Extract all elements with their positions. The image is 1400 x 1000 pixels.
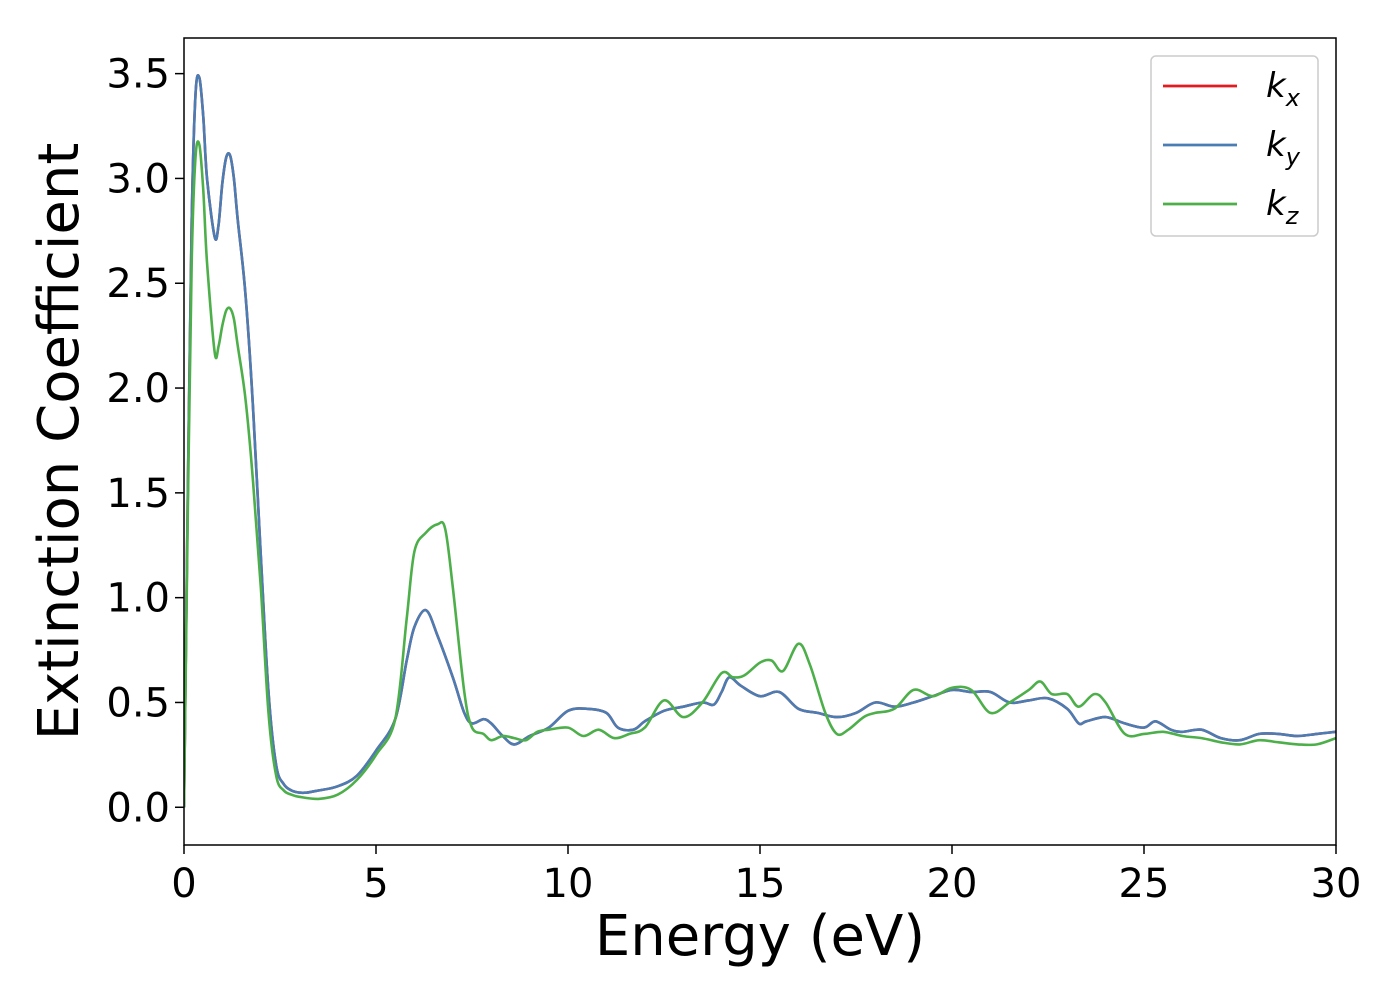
x-tick-label: 25	[1119, 861, 1170, 907]
x-tick-label: 5	[363, 861, 388, 907]
x-tick-label: 10	[543, 861, 594, 907]
y-tick-label: 3.0	[106, 156, 170, 202]
y-tick-label: 0.0	[106, 785, 170, 831]
x-tick-label: 20	[927, 861, 978, 907]
y-tick-label: 1.5	[106, 471, 170, 517]
x-tick-label: 15	[735, 861, 786, 907]
legend-item-kx: kx	[1163, 66, 1301, 112]
x-tick-label: 0	[171, 861, 196, 907]
legend-label-subscript: y	[1285, 143, 1301, 171]
y-axis-label: Extinction Coefficient	[27, 143, 92, 741]
x-tick-label: 30	[1311, 861, 1362, 907]
legend-label-subscript: x	[1285, 84, 1301, 112]
series-lines	[184, 74, 1336, 808]
x-axis-ticks: 0 5 10 15 20 25 30	[171, 845, 1361, 907]
legend-label-subscript: z	[1285, 202, 1300, 230]
y-tick-label: 1.0	[106, 576, 170, 622]
y-tick-label: 2.5	[106, 261, 170, 307]
y-axis-ticks: 0.0 0.5 1.0 1.5 2.0 2.5 3.0 3.5	[106, 52, 184, 831]
x-axis-label: Energy (eV)	[595, 904, 925, 969]
y-tick-label: 2.0	[106, 366, 170, 412]
series-line-ky	[184, 74, 1336, 808]
y-tick-label: 0.5	[106, 680, 170, 726]
y-tick-label: 3.5	[106, 52, 170, 98]
series-line-kz	[184, 140, 1336, 808]
